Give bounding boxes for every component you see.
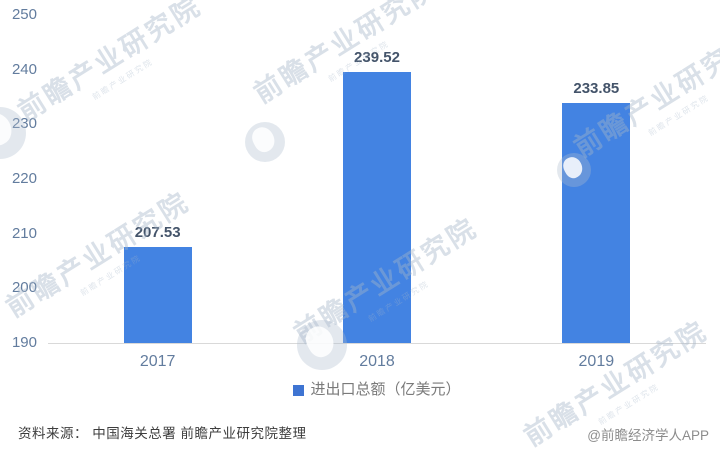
y-tick-label: 250 bbox=[11, 6, 37, 23]
source-text: 资料来源： 中国海关总署 前瞻产业研究院整理 bbox=[18, 426, 307, 441]
bar-value-label: 239.52 bbox=[354, 49, 400, 67]
category-label: 2017 bbox=[139, 353, 176, 370]
bar-value-label: 207.53 bbox=[134, 224, 181, 242]
bar bbox=[343, 72, 411, 343]
y-tick-label: 200 bbox=[11, 279, 37, 297]
watermark-logo bbox=[245, 122, 285, 162]
category-label: 2019 bbox=[578, 353, 615, 370]
category-label: 2018 bbox=[359, 353, 395, 370]
x-axis-line bbox=[48, 343, 706, 344]
bar bbox=[123, 247, 192, 343]
y-tick-label: 210 bbox=[11, 224, 37, 242]
y-tick-label: 230 bbox=[11, 115, 37, 133]
legend-label: 进出口总额（亿美元） bbox=[310, 381, 461, 398]
y-tick-label: 240 bbox=[11, 60, 37, 78]
y-tick-label: 190 bbox=[11, 334, 37, 351]
y-tick-label: 220 bbox=[11, 170, 37, 187]
bar bbox=[562, 103, 631, 343]
bar-value-label: 233.85 bbox=[573, 80, 620, 98]
legend-marker bbox=[293, 384, 305, 396]
credit-text: @前瞻经济学人APP bbox=[587, 428, 709, 443]
legend: 进出口总额（亿美元） bbox=[48, 382, 706, 398]
